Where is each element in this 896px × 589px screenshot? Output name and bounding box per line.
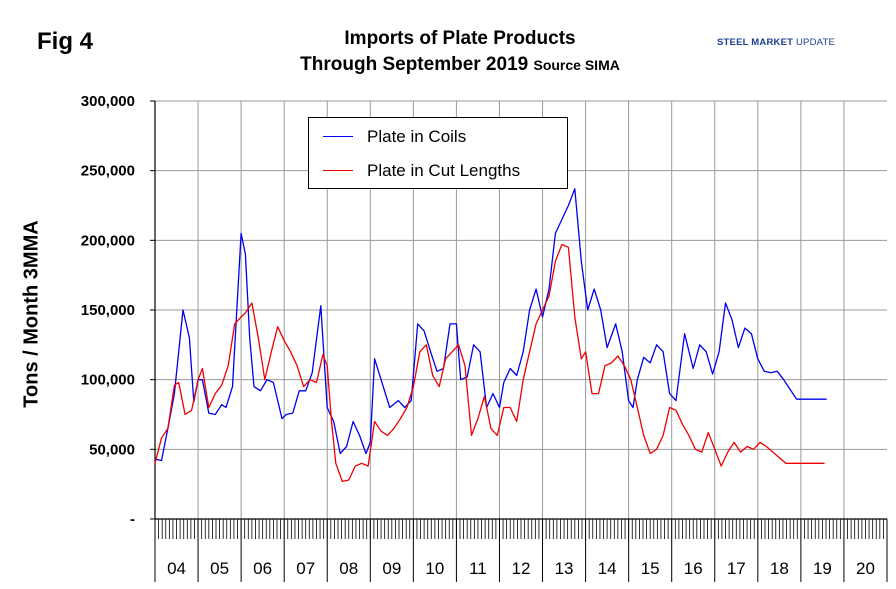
y-axis-tick-labels: - 50,000 100,000 150,000 200,000 250,000 300,0… <box>81 93 135 528</box>
chart-title: Imports of Plate Products Through Septem… <box>230 26 690 78</box>
legend-item-cut: Plate in Cut Lengths <box>309 159 567 183</box>
chart-title-line1: Imports of Plate Products <box>344 28 576 49</box>
x-category-label: 19 <box>813 559 832 578</box>
legend-swatch-coils <box>323 136 353 137</box>
x-category-label: 17 <box>727 559 746 578</box>
legend: Plate in Coils Plate in Cut Lengths <box>308 117 568 189</box>
x-category-label: 14 <box>598 559 617 578</box>
chart-title-line2: Through September 2019 Source SIMA <box>230 52 690 78</box>
x-category-label: 16 <box>684 559 703 578</box>
x-category-label: 12 <box>512 559 531 578</box>
x-category-label: 05 <box>210 559 229 578</box>
x-category-label: 08 <box>339 559 358 578</box>
title-line2-text: Through September 2019 <box>300 54 529 75</box>
brand-logo: STEEL MARKET UPDATE <box>717 37 835 48</box>
source-note: Source SIMA <box>533 57 620 73</box>
x-category-label: 06 <box>253 559 272 578</box>
legend-item-coils: Plate in Coils <box>309 125 567 149</box>
legend-label-coils: Plate in Coils <box>367 127 467 146</box>
y-tick-label: 200,000 <box>81 232 135 249</box>
y-tick-label: 300,000 <box>81 93 135 110</box>
x-category-label: 04 <box>167 559 186 578</box>
logo-part2: UPDATE <box>795 37 835 48</box>
y-tick-label: 150,000 <box>81 302 135 319</box>
logo-part1: STEEL MARKET <box>717 37 794 48</box>
data-series <box>154 188 827 483</box>
y-tick-label: 50,000 <box>89 441 135 458</box>
series-line-plate-in-coils <box>154 188 827 462</box>
figure-label: Fig 4 <box>37 28 94 55</box>
x-category-label: 11 <box>469 559 487 578</box>
x-category-label: 10 <box>425 559 444 578</box>
y-tick-label: 250,000 <box>81 163 135 180</box>
x-category-label: 15 <box>641 559 660 578</box>
y-tick-label: 100,000 <box>81 372 135 389</box>
series-line-plate-in-cut-lengths <box>154 243 825 483</box>
x-category-label: 20 <box>856 559 875 578</box>
y-tick-label: - <box>130 511 135 528</box>
x-category-label: 07 <box>296 559 315 578</box>
x-category-label: 09 <box>382 559 401 578</box>
legend-swatch-cut <box>323 170 353 171</box>
y-axis-label: Tons / Month 3MMA <box>20 220 43 408</box>
x-category-label: 13 <box>555 559 574 578</box>
legend-label-cut: Plate in Cut Lengths <box>367 161 521 180</box>
x-axis: 04 05 06 07 08 09 10 11 12 13 14 15 16 17 18 19 20 <box>150 100 888 582</box>
x-category-label: 18 <box>770 559 789 578</box>
